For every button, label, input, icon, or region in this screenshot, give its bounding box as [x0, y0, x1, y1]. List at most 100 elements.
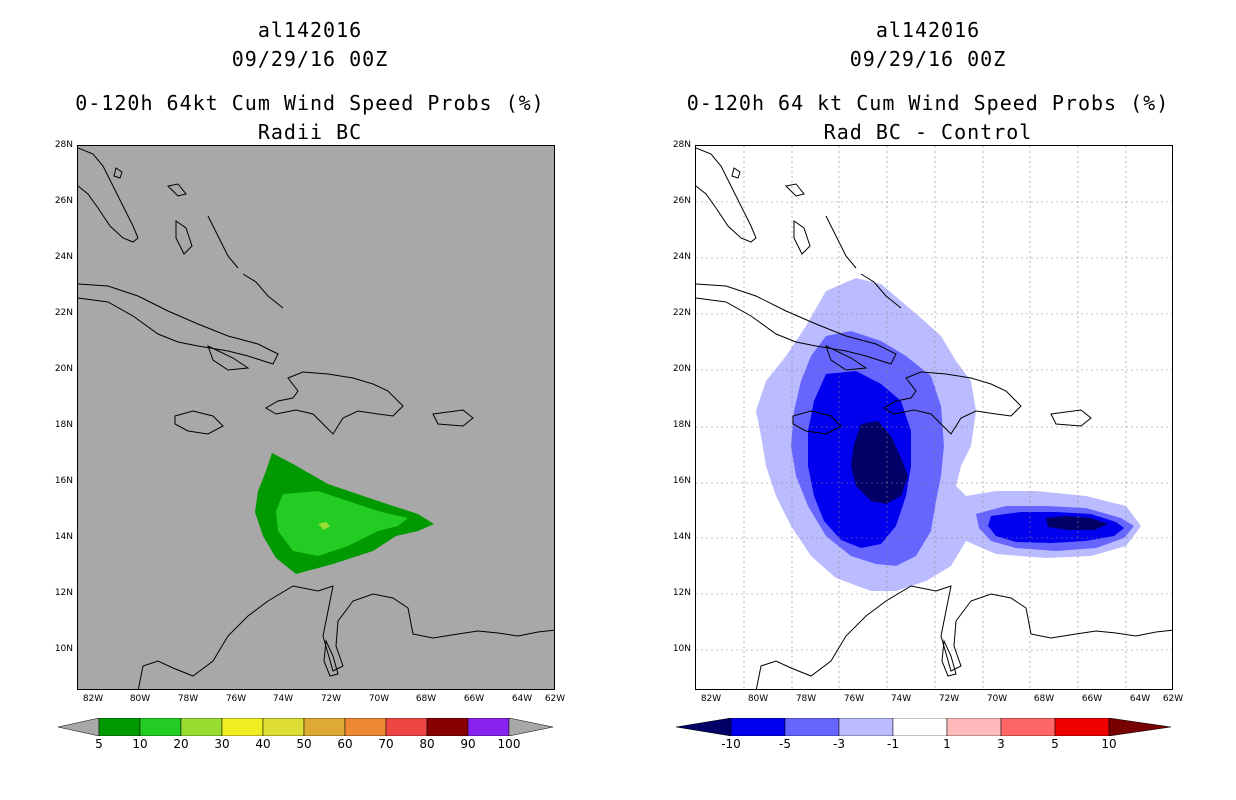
lon-label: 70W [986, 694, 1008, 704]
right-colorbar [676, 718, 1172, 736]
left-contour-20pct [318, 522, 330, 530]
colorbar-label: 50 [296, 737, 312, 751]
right-coast-puerto-rico [1050, 409, 1092, 427]
lon-label: 66W [1081, 694, 1103, 704]
left-coast-hispaniola [265, 371, 404, 435]
right-colorbar-bin [892, 718, 948, 736]
left-colorbar-max-arrow [508, 718, 554, 736]
lon-label: 68W [1033, 694, 1055, 704]
right-title-storm: al142016 [875, 18, 981, 42]
lat-label: 28N [54, 140, 73, 150]
left-colorbar-bin [303, 718, 346, 736]
colorbar-label: 10 [132, 737, 148, 751]
right-colorbar-bin [1000, 718, 1056, 736]
lon-label: 82W [82, 694, 104, 704]
colorbar-label: 10 [1101, 737, 1117, 751]
colorbar-label: 5 [1051, 737, 1059, 751]
right-colorbar-bin [1054, 718, 1110, 736]
lat-label: 22N [672, 308, 691, 318]
right-coast-bahamas-1 [784, 183, 805, 197]
lon-label: 72W [938, 694, 960, 704]
left-colorbar-bin [262, 718, 305, 736]
lat-label: 10N [672, 644, 691, 654]
right-grid-lines [696, 146, 1172, 689]
left-coast-bahamas-2 [175, 220, 193, 255]
colorbar-label: 20 [173, 737, 189, 751]
lat-label: 16N [54, 476, 73, 486]
left-coast-jamaica [174, 410, 224, 435]
right-colorbar-bin [784, 718, 840, 736]
colorbar-label: 100 [497, 737, 521, 751]
right-coast-bahamas-2 [793, 220, 811, 255]
left-colorbar-bin [139, 718, 182, 736]
lon-label: 62W [1162, 694, 1184, 704]
right-colorbar-bin [946, 718, 1002, 736]
left-coast-lake-maracaibo [323, 639, 339, 677]
lat-label: 26N [672, 196, 691, 206]
left-contour-10pct [276, 491, 408, 556]
colorbar-label: 90 [460, 737, 476, 751]
right-coast-cuba-east [825, 345, 868, 371]
right-title-subtitle: Rad BC - Control [823, 120, 1033, 144]
right-coast-lake [731, 167, 741, 179]
right-coastlines [696, 147, 1172, 689]
lat-label: 10N [54, 644, 73, 654]
left-title-date: 09/29/16 00Z [231, 47, 389, 71]
colorbar-label: 1 [943, 737, 951, 751]
left-coastlines [78, 147, 554, 689]
lat-label: 26N [54, 196, 73, 206]
lon-label: 62W [544, 694, 566, 704]
left-colorbar-bin [344, 718, 387, 736]
colorbar-label: 70 [378, 737, 394, 751]
left-colorbar-bin [98, 718, 141, 736]
right-coast-jamaica [792, 410, 842, 435]
right-coast-bahamas-3 [825, 215, 857, 269]
left-colorbar-bin [426, 718, 469, 736]
left-coast-cuba-east [207, 345, 250, 371]
left-coast-puerto-rico [432, 409, 474, 427]
lon-label: 78W [177, 694, 199, 704]
left-coast-lake [113, 167, 123, 179]
lon-label: 78W [795, 694, 817, 704]
lat-label: 18N [54, 420, 73, 430]
left-coast-bahamas-1 [166, 183, 187, 197]
lon-label: 64W [1129, 694, 1151, 704]
right-colorbar-bin [730, 718, 786, 736]
right-colorbar-min-arrow [676, 718, 732, 736]
left-coast-south-america [137, 585, 554, 689]
colorbar-label: -3 [833, 737, 845, 751]
right-coast-hispaniola [883, 371, 1022, 435]
left-colorbar-min-arrow [58, 718, 100, 736]
left-coast-bahamas-4 [242, 273, 284, 309]
lat-label: 12N [672, 588, 691, 598]
lon-label: 76W [225, 694, 247, 704]
right-colorbar-max-arrow [1108, 718, 1172, 736]
right-coast-south-america [755, 585, 1172, 689]
left-map-panel [77, 145, 555, 690]
colorbar-label: -10 [721, 737, 741, 751]
right-coast-florida [696, 147, 757, 243]
left-colorbar-bin [180, 718, 223, 736]
right-contour-minus10-east [1046, 516, 1108, 530]
right-coast-bahamas-4 [860, 273, 902, 309]
lat-label: 24N [672, 252, 691, 262]
left-colorbar-bin [385, 718, 428, 736]
lon-label: 68W [415, 694, 437, 704]
left-coast-florida [78, 147, 139, 243]
right-contour-minus10 [851, 421, 908, 504]
left-probability-contours [255, 453, 434, 574]
lat-label: 28N [672, 140, 691, 150]
lon-label: 72W [320, 694, 342, 704]
left-colorbar [58, 718, 554, 736]
lon-label: 80W [747, 694, 769, 704]
left-title-product: 0-120h 64kt Cum Wind Speed Probs (%) [75, 91, 545, 115]
colorbar-label: 3 [997, 737, 1005, 751]
lat-label: 14N [54, 532, 73, 542]
lat-label: 22N [54, 308, 73, 318]
lon-label: 66W [463, 694, 485, 704]
colorbar-label: 5 [95, 737, 103, 751]
right-title-product: 0-120h 64 kt Cum Wind Speed Probs (%) [686, 91, 1170, 115]
right-map-panel [695, 145, 1173, 690]
lon-label: 74W [272, 694, 294, 704]
colorbar-label: 80 [419, 737, 435, 751]
